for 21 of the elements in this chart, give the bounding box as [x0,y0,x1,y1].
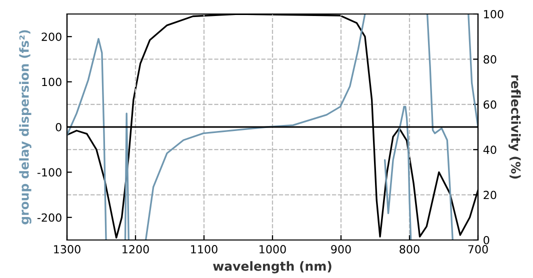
x-tick-label: 1100 [191,245,218,254]
y2-axis-title: reflectivity (%) [508,75,521,179]
y2-tick-label: 20 [484,190,496,200]
y2-tick-label: 0 [484,236,490,244]
y2-tick-label: 80 [484,55,496,64]
y2-tick-label: 100 [484,10,504,18]
x-tick-label: 1300 [54,245,80,254]
x-tick-label: 900 [331,245,351,254]
x-tick-label: 1000 [260,245,286,254]
x-tick-label: 700 [468,245,488,254]
x-tick-label: 1200 [122,245,149,254]
y-tick-label: -100 [37,168,62,177]
y-tick-label: 100 [42,78,62,86]
y-axis-title: group delay dispersion (fs²) [19,30,32,224]
x-axis-title: wavelength (nm) [213,261,332,274]
y-tick-label: -200 [37,213,62,222]
y2-tick-label: 40 [483,146,496,154]
y-tick-label: 200 [42,32,62,41]
x-tick-label: 800 [400,245,420,254]
y2-tick-label: 60 [484,100,496,109]
y-tick-label: 0 [56,122,62,132]
